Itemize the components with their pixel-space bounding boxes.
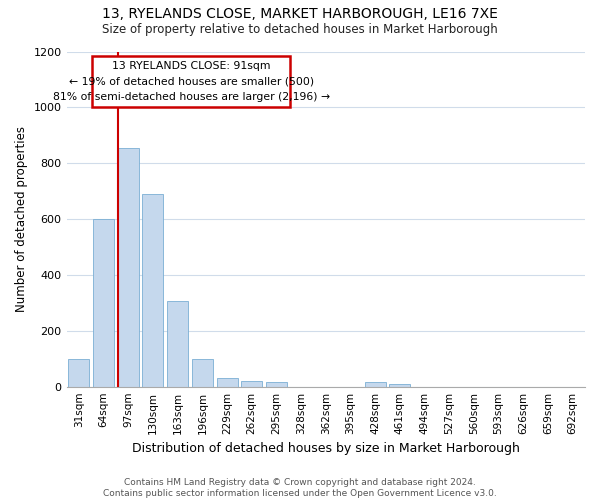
Bar (389, 384, 410, 386)
Bar (217, 378, 238, 386)
Bar (192, 358, 213, 386)
Bar (241, 380, 262, 386)
Bar (118, 148, 139, 386)
Text: Contains HM Land Registry data © Crown copyright and database right 2024.
Contai: Contains HM Land Registry data © Crown c… (103, 478, 497, 498)
Text: 13, RYELANDS CLOSE, MARKET HARBOROUGH, LE16 7XE: 13, RYELANDS CLOSE, MARKET HARBOROUGH, L… (102, 8, 498, 22)
Text: 13 RYELANDS CLOSE: 91sqm
← 19% of detached houses are smaller (500)
81% of semi-: 13 RYELANDS CLOSE: 91sqm ← 19% of detach… (53, 61, 330, 102)
Bar (68, 358, 89, 386)
Y-axis label: Number of detached properties: Number of detached properties (15, 126, 28, 312)
X-axis label: Distribution of detached houses by size in Market Harborough: Distribution of detached houses by size … (132, 442, 520, 455)
Bar (266, 382, 287, 386)
Bar (93, 219, 114, 386)
Bar (142, 194, 163, 386)
Bar (365, 382, 386, 386)
Bar (167, 302, 188, 386)
Text: Size of property relative to detached houses in Market Harborough: Size of property relative to detached ho… (102, 22, 498, 36)
Bar (92, 56, 290, 108)
